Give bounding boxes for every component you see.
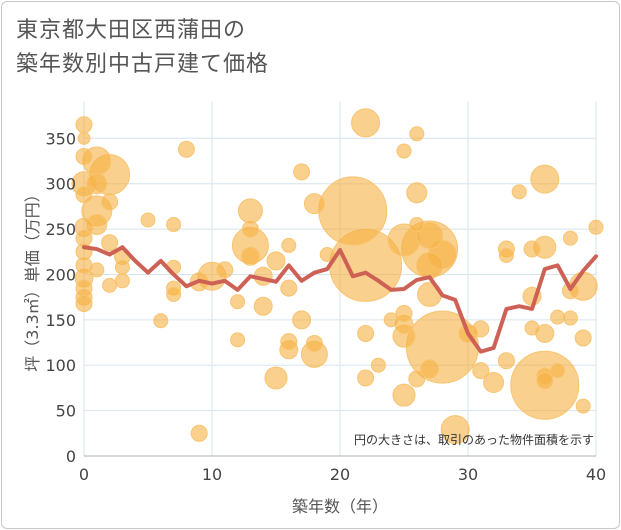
series-layer bbox=[82, 245, 598, 354]
data-bubble bbox=[86, 173, 108, 195]
x-tick-label: 10 bbox=[202, 465, 222, 484]
data-bubble bbox=[472, 320, 490, 338]
data-bubble bbox=[101, 234, 119, 252]
data-bubble bbox=[303, 193, 325, 215]
y-tick-label: 350 bbox=[45, 129, 76, 148]
data-bubble bbox=[114, 273, 130, 289]
average-price-line bbox=[82, 245, 598, 354]
data-bubble bbox=[280, 279, 298, 297]
y-tick-label: 150 bbox=[45, 311, 76, 330]
data-bubble bbox=[536, 372, 554, 390]
data-bubble bbox=[396, 143, 412, 159]
y-tick-label: 50 bbox=[56, 402, 76, 421]
data-bubble bbox=[370, 357, 386, 373]
data-bubble bbox=[420, 359, 440, 379]
x-tick-label: 20 bbox=[330, 465, 350, 484]
data-bubble bbox=[351, 108, 381, 138]
data-bubble bbox=[153, 313, 169, 329]
data-bubble bbox=[75, 295, 93, 313]
y-tick-label: 300 bbox=[45, 175, 76, 194]
data-bubble bbox=[497, 352, 515, 370]
y-tick-label: 200 bbox=[45, 265, 76, 284]
data-bubble bbox=[416, 251, 444, 279]
data-bubble bbox=[524, 320, 540, 336]
data-bubble bbox=[318, 176, 388, 246]
data-bubble bbox=[357, 369, 375, 387]
data-bubble bbox=[114, 259, 130, 275]
data-bubble bbox=[550, 309, 566, 325]
data-bubble bbox=[140, 212, 156, 228]
data-bubble bbox=[305, 334, 323, 352]
data-bubble bbox=[281, 237, 297, 253]
data-bubble bbox=[166, 217, 182, 233]
chart-title-line1: 東京都大田区西蒲田の bbox=[16, 18, 247, 43]
data-bubble bbox=[101, 193, 119, 211]
data-bubble bbox=[440, 415, 470, 445]
data-bubble bbox=[523, 240, 541, 258]
x-tick-label: 40 bbox=[586, 465, 606, 484]
data-bubble bbox=[240, 246, 260, 266]
data-bubble bbox=[292, 310, 312, 330]
data-bubble bbox=[550, 363, 566, 379]
data-bubble bbox=[498, 247, 514, 263]
bubble-layer bbox=[71, 108, 604, 445]
data-bubble bbox=[77, 131, 91, 145]
data-bubble bbox=[253, 296, 273, 316]
y-axis-label: 坪（3.3㎡）単価（万円） bbox=[23, 186, 42, 371]
data-bubble bbox=[416, 221, 444, 249]
data-bubble bbox=[357, 324, 375, 342]
data-bubble bbox=[588, 219, 604, 235]
data-bubble bbox=[264, 366, 288, 390]
data-bubble bbox=[483, 371, 505, 393]
data-bubble bbox=[383, 312, 399, 328]
data-bubble bbox=[177, 140, 195, 158]
data-bubble bbox=[230, 332, 246, 348]
data-bubble bbox=[280, 333, 298, 351]
data-bubble bbox=[575, 398, 591, 414]
data-bubble bbox=[102, 277, 118, 293]
data-bubble bbox=[395, 304, 413, 322]
x-axis-label: 築年数（年） bbox=[292, 497, 388, 516]
axes: 0 50 100 150 200 250 300 350 0 10 20 30 40 bbox=[45, 129, 606, 484]
y-tick-label: 0 bbox=[66, 447, 76, 466]
data-bubble bbox=[409, 217, 425, 233]
data-bubble bbox=[237, 198, 263, 224]
data-bubble bbox=[511, 184, 527, 200]
data-bubble bbox=[392, 383, 416, 407]
data-bubble bbox=[75, 116, 93, 134]
data-bubble bbox=[530, 164, 560, 194]
data-bubble bbox=[241, 220, 259, 238]
data-bubble bbox=[75, 147, 93, 165]
data-bubble bbox=[166, 286, 182, 302]
x-tick-label: 0 bbox=[79, 465, 89, 484]
data-bubble bbox=[406, 182, 428, 204]
data-bubble bbox=[562, 310, 578, 326]
x-tick-label: 30 bbox=[458, 465, 478, 484]
data-bubble bbox=[408, 370, 426, 388]
y-tick-label: 250 bbox=[45, 220, 76, 239]
data-bubble bbox=[89, 262, 105, 278]
chart-title-line2: 築年数別中古戸建て価格 bbox=[16, 52, 270, 77]
chart-title: 東京都大田区西蒲田の 築年数別中古戸建て価格 bbox=[16, 14, 269, 82]
data-bubble bbox=[216, 261, 234, 279]
data-bubble bbox=[293, 163, 311, 181]
data-bubble bbox=[319, 246, 335, 262]
data-bubble bbox=[409, 126, 425, 142]
data-bubble bbox=[266, 251, 286, 271]
data-bubble bbox=[230, 294, 246, 310]
data-bubble bbox=[562, 230, 578, 246]
data-bubble bbox=[75, 186, 93, 204]
bubble-size-note: 円の大きさは、取引のあった物件面積を示す bbox=[354, 432, 594, 447]
data-bubble bbox=[472, 362, 490, 380]
data-bubble bbox=[190, 424, 208, 442]
data-bubble bbox=[574, 329, 592, 347]
y-tick-label: 100 bbox=[45, 356, 76, 375]
